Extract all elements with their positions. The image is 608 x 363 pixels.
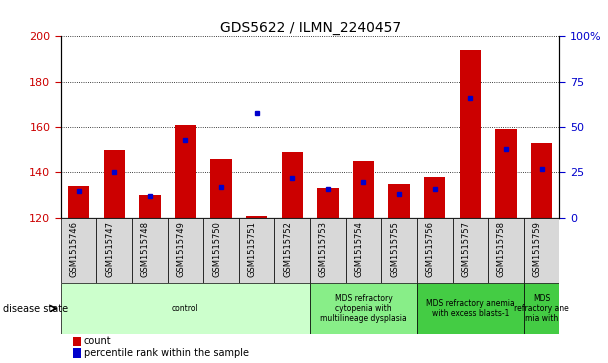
Text: count: count	[83, 336, 111, 346]
Bar	[139, 195, 161, 218]
Bar	[310, 218, 346, 283]
Bar	[239, 218, 274, 283]
Text: GSM1515749: GSM1515749	[176, 221, 185, 277]
Bar	[523, 283, 559, 334]
Bar	[460, 50, 481, 218]
Text: GSM1515750: GSM1515750	[212, 221, 221, 277]
Bar	[531, 143, 552, 218]
Text: GSM1515756: GSM1515756	[426, 221, 435, 277]
Bar	[317, 188, 339, 218]
Bar	[381, 218, 417, 283]
Bar	[353, 161, 374, 218]
Text: MDS refractory
cytopenia with
multilineage dysplasia: MDS refractory cytopenia with multilinea…	[320, 294, 407, 323]
Text: GSM1515755: GSM1515755	[390, 221, 399, 277]
Text: GSM1515747: GSM1515747	[105, 221, 114, 277]
Bar	[417, 218, 452, 283]
Title: GDS5622 / ILMN_2240457: GDS5622 / ILMN_2240457	[219, 21, 401, 35]
Bar	[73, 337, 81, 346]
Bar	[282, 152, 303, 218]
Text: GSM1515746: GSM1515746	[69, 221, 78, 277]
Text: MDS
refractory ane
mia with: MDS refractory ane mia with	[514, 294, 569, 323]
Text: GSM1515758: GSM1515758	[497, 221, 506, 277]
Text: GSM1515757: GSM1515757	[461, 221, 471, 277]
Text: percentile rank within the sample: percentile rank within the sample	[83, 348, 249, 358]
Bar	[97, 218, 132, 283]
Bar	[310, 283, 417, 334]
Bar	[174, 125, 196, 218]
Bar	[61, 283, 310, 334]
Text: GSM1515751: GSM1515751	[247, 221, 257, 277]
Bar	[346, 218, 381, 283]
Bar	[132, 218, 168, 283]
Bar	[246, 216, 268, 218]
Text: disease state: disease state	[3, 303, 68, 314]
Bar	[389, 184, 410, 218]
Text: GSM1515759: GSM1515759	[533, 221, 542, 277]
Text: control: control	[172, 304, 199, 313]
Bar	[168, 218, 203, 283]
Bar	[73, 348, 81, 358]
Text: MDS refractory anemia
with excess blasts-1: MDS refractory anemia with excess blasts…	[426, 299, 515, 318]
Bar	[417, 283, 523, 334]
Bar	[488, 218, 523, 283]
Bar	[496, 129, 517, 218]
Bar	[68, 186, 89, 218]
Bar	[203, 218, 239, 283]
Text: GSM1515752: GSM1515752	[283, 221, 292, 277]
Bar	[424, 177, 446, 218]
Bar	[103, 150, 125, 218]
Bar	[210, 159, 232, 218]
Bar	[274, 218, 310, 283]
Text: GSM1515753: GSM1515753	[319, 221, 328, 277]
Text: GSM1515754: GSM1515754	[354, 221, 364, 277]
Bar	[452, 218, 488, 283]
Bar	[523, 218, 559, 283]
Bar	[61, 218, 97, 283]
Text: GSM1515748: GSM1515748	[141, 221, 150, 277]
